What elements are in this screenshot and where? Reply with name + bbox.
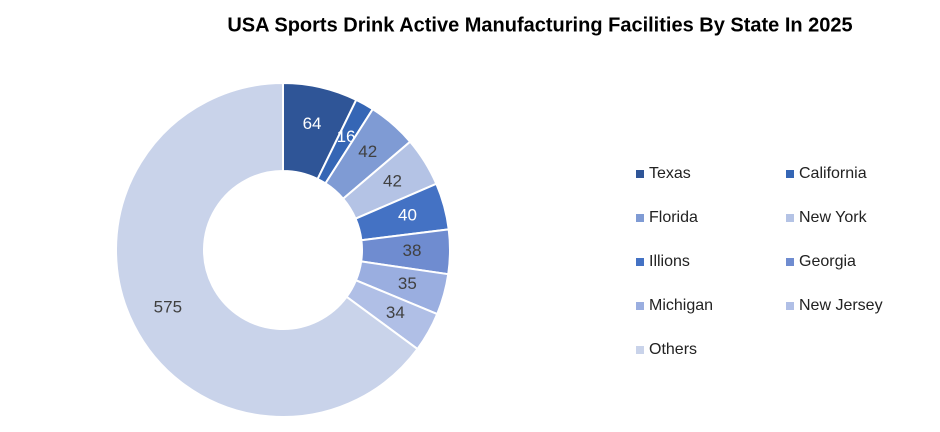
legend-swatch [786, 258, 794, 266]
legend-label: Illions [649, 253, 690, 270]
legend-label: New York [799, 209, 868, 226]
legend-swatch [636, 346, 644, 354]
legend-label: New Jersey [799, 297, 883, 314]
value-label: 40 [398, 206, 417, 225]
legend-label: California [799, 165, 867, 182]
legend-swatch [636, 258, 644, 266]
legend-label: Florida [649, 209, 698, 226]
value-label: 42 [383, 171, 402, 190]
value-label: 16 [337, 127, 356, 146]
legend-swatch [786, 302, 794, 310]
legend-swatch [786, 170, 794, 178]
legend-swatch [636, 302, 644, 310]
legend-label: Georgia [799, 253, 856, 270]
legend-swatch [786, 214, 794, 222]
value-label: 35 [398, 274, 417, 293]
legend-swatch [636, 170, 644, 178]
legend-label: Texas [649, 165, 691, 182]
legend-label: Others [649, 341, 697, 358]
value-label: 64 [303, 114, 322, 133]
value-label: 575 [154, 298, 182, 317]
value-label: 42 [358, 142, 377, 161]
legend-label: Michigan [649, 297, 713, 314]
value-label: 38 [403, 241, 422, 260]
legend-swatch [636, 214, 644, 222]
chart-title: USA Sports Drink Active Manufacturing Fa… [227, 14, 852, 36]
value-label: 34 [386, 303, 405, 322]
donut-slice [115, 81, 419, 418]
